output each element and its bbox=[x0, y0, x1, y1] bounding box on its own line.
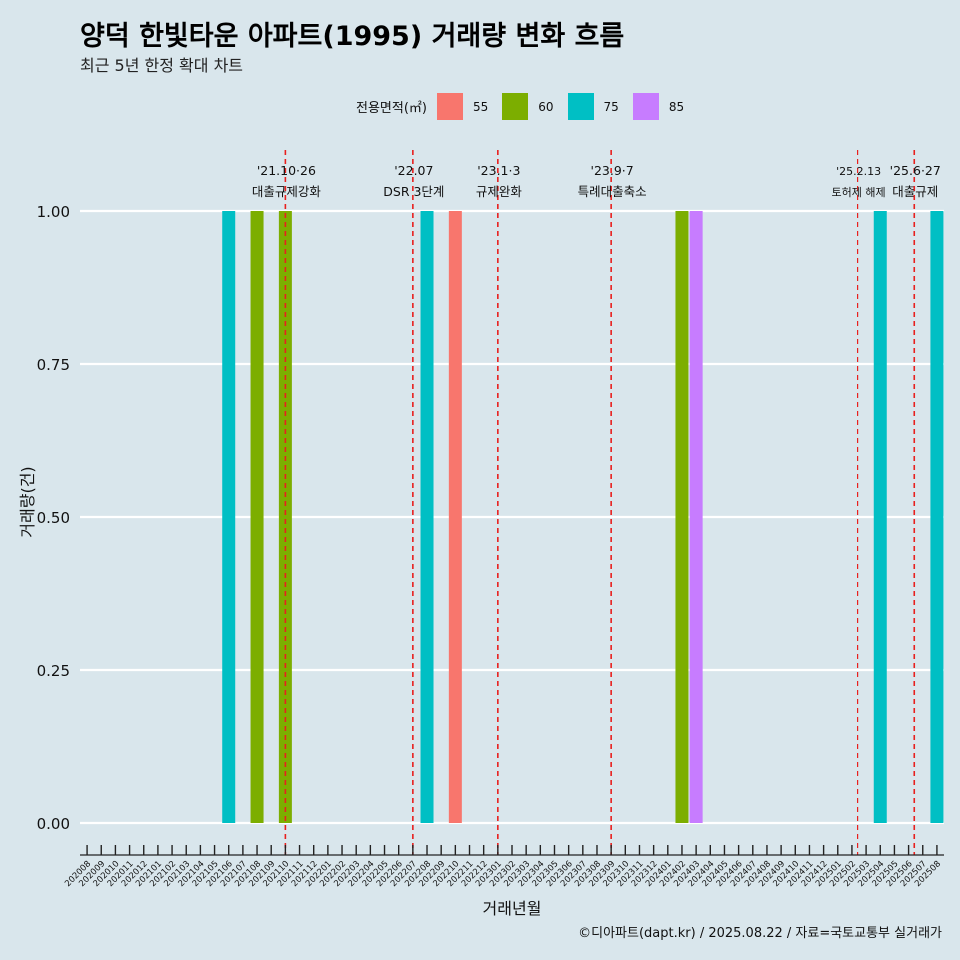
legend-key-85 bbox=[632, 93, 659, 120]
event-date-4: '25.2.13 bbox=[836, 165, 881, 178]
event-date-1: '22.07 bbox=[394, 163, 433, 178]
legend-item-85: 85 bbox=[632, 93, 685, 120]
legend-key-75 bbox=[567, 93, 594, 120]
bar-202508-75 bbox=[930, 211, 944, 823]
bar-202210-55 bbox=[448, 211, 462, 823]
y-tick-label-4: 1.00 bbox=[37, 203, 70, 221]
chart-title: 양덕 한빛타운 아파트(1995) 거래량 변화 흐름 bbox=[80, 21, 625, 52]
y-tick-label-3: 0.75 bbox=[37, 356, 70, 374]
legend-key-55 bbox=[436, 93, 463, 120]
source-caption: ©디아파트(dapt.kr) / 2025.08.22 / 자료=국토교통부 실… bbox=[578, 926, 942, 941]
legend-label-60: 60 bbox=[538, 99, 554, 114]
legend-item-55: 55 bbox=[436, 93, 489, 120]
legend-title: 전용면적(㎡) bbox=[356, 101, 427, 116]
bar-202110-60 bbox=[278, 211, 292, 823]
event-label-1: DSR 3단계 bbox=[383, 184, 444, 199]
event-date-0: '21.10·26 bbox=[257, 163, 316, 178]
event-label-5: 대출규제 bbox=[892, 184, 938, 199]
y-tick-label-0: 0.00 bbox=[37, 815, 70, 833]
bar-202504-75 bbox=[873, 211, 887, 823]
bar-202402-60 bbox=[675, 211, 689, 823]
event-date-3: '23.9·7 bbox=[591, 163, 634, 178]
bar-202108-60 bbox=[250, 211, 264, 823]
bar-202208-75 bbox=[420, 211, 434, 823]
event-label-0: 대출규제강화 bbox=[252, 184, 322, 199]
event-date-2: '23.1·3 bbox=[477, 163, 520, 178]
bar-202106-75 bbox=[222, 211, 236, 823]
event-label-3: 특례대출축소 bbox=[578, 184, 647, 199]
event-label-4: 토허제 해제 bbox=[832, 185, 886, 199]
legend-label-75: 75 bbox=[603, 99, 619, 114]
bar-202403-85 bbox=[689, 211, 703, 823]
legend-label-55: 55 bbox=[472, 99, 489, 114]
legend: 전용면적(㎡) 55 60 75 85 bbox=[356, 93, 698, 120]
chart-subtitle: 최근 5년 한정 확대 차트 bbox=[80, 56, 244, 75]
legend-item-75: 75 bbox=[567, 93, 619, 120]
event-label-2: 규제완화 bbox=[476, 184, 523, 199]
legend-item-60: 60 bbox=[502, 93, 554, 120]
x-axis-title: 거래년월 bbox=[483, 899, 542, 918]
y-axis-title: 거래량(건) bbox=[18, 466, 37, 537]
y-tick-label-1: 0.25 bbox=[37, 662, 70, 680]
legend-label-85: 85 bbox=[668, 99, 685, 114]
event-date-5: '25.6·27 bbox=[890, 163, 941, 178]
y-tick-label-2: 0.50 bbox=[37, 509, 70, 527]
legend-key-60 bbox=[502, 93, 529, 120]
